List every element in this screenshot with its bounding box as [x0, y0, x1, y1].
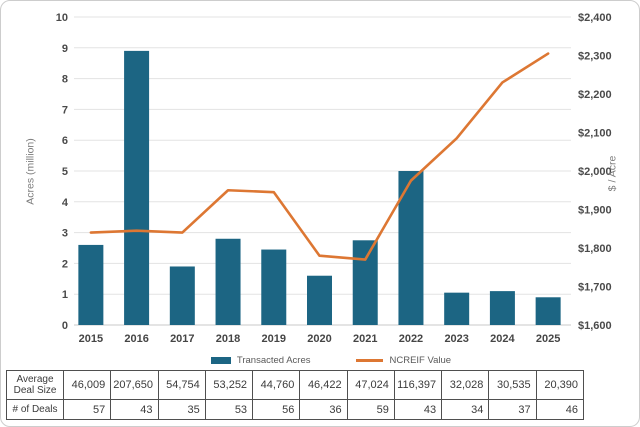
- right-axis-tick: $1,900: [578, 205, 612, 217]
- left-axis-tick: 9: [62, 43, 68, 55]
- bar-2016: [124, 50, 150, 325]
- x-axis-label-2021: 2021: [353, 333, 377, 345]
- x-axis-label-2022: 2022: [399, 333, 423, 345]
- x-axis-label-2015: 2015: [79, 333, 103, 345]
- bar-2018: [215, 238, 241, 325]
- table-cell: 57: [62, 399, 112, 420]
- table-cell: 46,422: [299, 370, 348, 400]
- x-axis-label-2016: 2016: [124, 333, 148, 345]
- right-axis-tick: $2,100: [578, 128, 612, 140]
- table-row: # of Deals 57 43 35 53 56 36 59 43 34 37 46: [6, 399, 585, 420]
- table-cell: 35: [157, 399, 206, 420]
- row-header: Average Deal Size: [6, 370, 64, 400]
- table-cell: 116,397: [393, 370, 443, 400]
- right-axis-tick: $2,200: [578, 89, 612, 101]
- combo-chart: 109876543210$2,400$2,300$2,200$2,100$2,0…: [56, 12, 612, 345]
- table-cell: 44,760: [252, 370, 301, 400]
- table-cell: 46,009: [62, 370, 112, 400]
- x-axis-label-2020: 2020: [307, 333, 331, 345]
- bar-2024: [489, 291, 515, 325]
- table-cell: 32,028: [441, 370, 490, 400]
- table-cell: 59: [346, 399, 395, 420]
- legend-label-ncreif-value: NCREIF Value: [389, 355, 452, 366]
- left-axis-tick: 4: [62, 197, 69, 209]
- left-axis-tick: 1: [62, 289, 68, 301]
- left-axis-tick: 8: [62, 74, 68, 86]
- table-cell: 34: [441, 399, 490, 420]
- bar-2023: [444, 292, 470, 325]
- legend-label-transacted-acres: Transacted Acres: [236, 355, 311, 366]
- right-axis-title: $ / Acre: [606, 155, 619, 192]
- chart-legend: Transacted Acres NCREIF Value: [11, 354, 639, 367]
- left-axis-tick: 7: [62, 104, 68, 116]
- left-axis-tick: 0: [62, 320, 68, 332]
- x-axis-label-2017: 2017: [170, 333, 194, 345]
- table-cell: 54,754: [157, 370, 206, 400]
- ncreif-value-line-swatch-icon: [356, 359, 384, 362]
- x-axis-label-2019: 2019: [262, 333, 286, 345]
- table-cell: 43: [110, 399, 159, 420]
- x-axis-label-2025: 2025: [536, 333, 560, 345]
- right-axis-tick: $1,600: [578, 320, 612, 332]
- left-axis-tick: 6: [62, 135, 68, 147]
- right-axis-tick: $2,400: [578, 12, 612, 24]
- table-cell: 53: [204, 399, 254, 420]
- right-axis-tick: $2,000: [578, 166, 612, 178]
- left-axis-tick: 2: [62, 258, 68, 270]
- right-axis-tick: $2,300: [578, 51, 612, 63]
- table-cell: 36: [299, 399, 348, 420]
- table-cell: 30,535: [488, 370, 537, 400]
- bar-2019: [261, 249, 287, 325]
- table-cell: 53,252: [204, 370, 254, 400]
- left-axis-tick: 10: [56, 12, 68, 24]
- transacted-acres-swatch-icon: [210, 357, 231, 364]
- table-cell: 20,390: [535, 370, 585, 400]
- x-axis-label-2024: 2024: [490, 333, 515, 345]
- bar-2017: [169, 266, 195, 325]
- left-axis-tick: 5: [62, 166, 68, 178]
- bar-2015: [78, 244, 104, 325]
- bar-2020: [307, 275, 332, 325]
- deals-summary-table: Average Deal Size 46,009 207,650 54,754 53,2…: [6, 370, 585, 420]
- row-header: # of Deals: [6, 399, 64, 420]
- ncreif-value-line: [89, 52, 550, 261]
- x-axis-label-2023: 2023: [444, 333, 468, 345]
- table-cell: 46: [535, 399, 585, 420]
- bar-2025: [535, 297, 561, 325]
- table-cell: 207,650: [110, 370, 159, 400]
- left-axis-tick: 3: [62, 228, 68, 240]
- right-axis-tick: $1,700: [578, 282, 612, 294]
- bar-2021: [352, 240, 378, 325]
- table-cell: 43: [393, 399, 443, 420]
- table-cell: 56: [252, 399, 301, 420]
- table-cell: 47,024: [346, 370, 395, 400]
- table-row: Average Deal Size 46,009 207,650 54,754 53,2…: [6, 370, 585, 400]
- table-cell: 37: [488, 399, 537, 420]
- left-axis-title: Acres (million): [24, 138, 37, 205]
- right-axis-tick: $1,800: [578, 243, 612, 255]
- x-axis-label-2018: 2018: [216, 333, 240, 345]
